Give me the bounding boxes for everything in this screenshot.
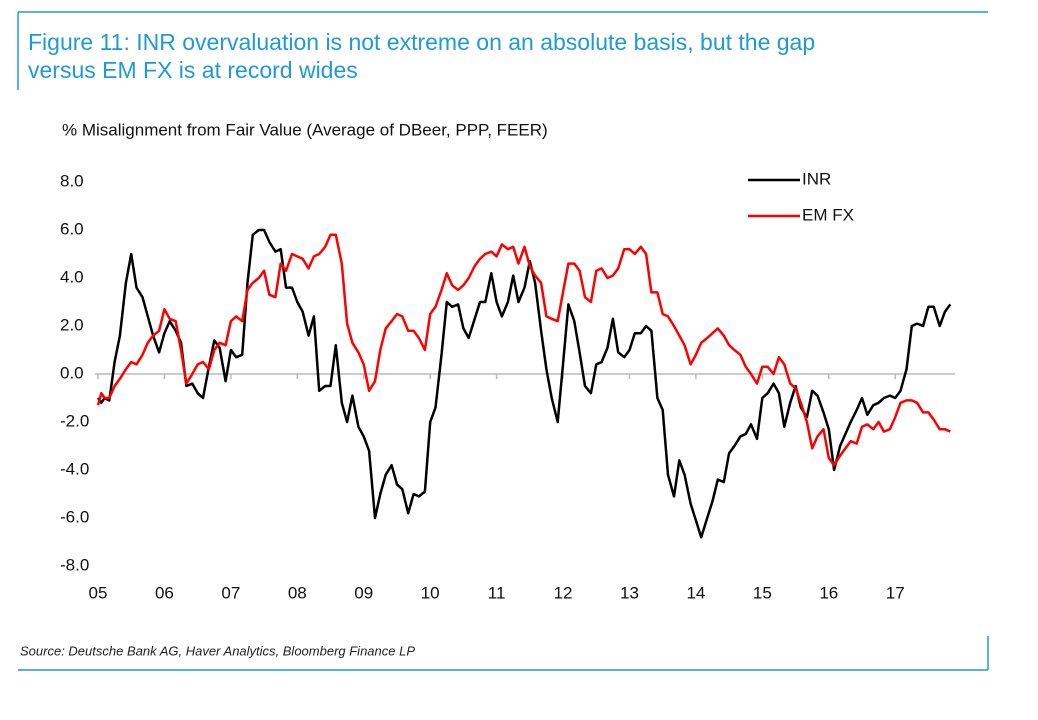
legend-label: INR — [802, 169, 831, 188]
y-tick-label: -2.0 — [60, 411, 89, 430]
x-tick-label: 12 — [554, 583, 573, 602]
y-tick-label: -8.0 — [60, 555, 89, 574]
source-note: Source: Deutsche Bank AG, Haver Analytic… — [20, 643, 415, 658]
y-tick-label: 6.0 — [60, 219, 84, 238]
x-tick-label: 16 — [819, 583, 838, 602]
x-tick-label: 14 — [686, 583, 705, 602]
y-tick-label: -4.0 — [60, 459, 89, 478]
series-line — [96, 228, 952, 539]
x-tick-label: 15 — [753, 583, 772, 602]
x-tick-label: 17 — [886, 583, 905, 602]
chart-title: Figure 11: INR overvaluation is not extr… — [28, 29, 815, 83]
x-tick-label: 10 — [421, 583, 440, 602]
y-axis-label: % Misalignment from Fair Value (Average … — [62, 120, 548, 139]
x-tick-label: 07 — [221, 583, 240, 602]
x-tick-label: 13 — [620, 583, 639, 602]
series-line — [96, 233, 951, 467]
x-tick-label: 08 — [288, 583, 307, 602]
legend-label: EM FX — [802, 205, 854, 224]
x-tick-label: 05 — [89, 583, 108, 602]
y-tick-label: 2.0 — [60, 315, 84, 334]
y-tick-label: 0.0 — [60, 363, 84, 382]
y-tick-label: -6.0 — [60, 507, 89, 526]
x-tick-label: 11 — [488, 583, 506, 602]
x-tick-label: 06 — [155, 583, 174, 602]
y-tick-label: 8.0 — [60, 171, 84, 190]
y-tick-label: 4.0 — [60, 267, 84, 286]
x-tick-label: 09 — [354, 583, 373, 602]
